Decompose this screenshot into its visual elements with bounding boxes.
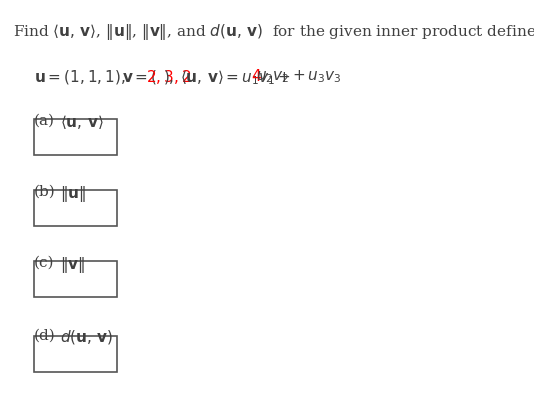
Text: $\mathbf{u} = (1, 1, 1),$: $\mathbf{u} = (1, 1, 1),$ bbox=[34, 68, 125, 86]
Text: $\langle\mathbf{u},\,\mathbf{v}\rangle = u_1v_1 + $: $\langle\mathbf{u},\,\mathbf{v}\rangle =… bbox=[180, 68, 292, 86]
FancyBboxPatch shape bbox=[34, 336, 116, 372]
Text: $),$: $),$ bbox=[163, 68, 175, 86]
Text: $2, 3, 2$: $2, 3, 2$ bbox=[146, 68, 191, 86]
FancyBboxPatch shape bbox=[34, 119, 116, 155]
Text: $\|\mathbf{u}\|$: $\|\mathbf{u}\|$ bbox=[60, 184, 86, 204]
Text: $\langle\mathbf{u},\,\mathbf{v}\rangle$: $\langle\mathbf{u},\,\mathbf{v}\rangle$ bbox=[60, 113, 104, 131]
Text: $4$: $4$ bbox=[250, 68, 261, 84]
Text: (b): (b) bbox=[34, 184, 56, 198]
Text: (a): (a) bbox=[34, 113, 55, 127]
Text: $d(\mathbf{u},\,\mathbf{v})$: $d(\mathbf{u},\,\mathbf{v})$ bbox=[60, 328, 113, 346]
FancyBboxPatch shape bbox=[34, 190, 116, 226]
Text: $\mathbf{v} = ($: $\mathbf{v} = ($ bbox=[122, 68, 157, 86]
FancyBboxPatch shape bbox=[34, 261, 116, 297]
Text: $\|\mathbf{v}\|$: $\|\mathbf{v}\|$ bbox=[60, 255, 85, 275]
Text: (c): (c) bbox=[34, 255, 54, 269]
Text: (d): (d) bbox=[34, 328, 56, 342]
Text: Find $\langle\mathbf{u},\,\mathbf{v}\rangle$, $\|\mathbf{u}\|$, $\|\mathbf{v}\|$: Find $\langle\mathbf{u},\,\mathbf{v}\ran… bbox=[13, 22, 534, 43]
Text: $u_2v_2 + u_3v_3$: $u_2v_2 + u_3v_3$ bbox=[256, 68, 341, 84]
